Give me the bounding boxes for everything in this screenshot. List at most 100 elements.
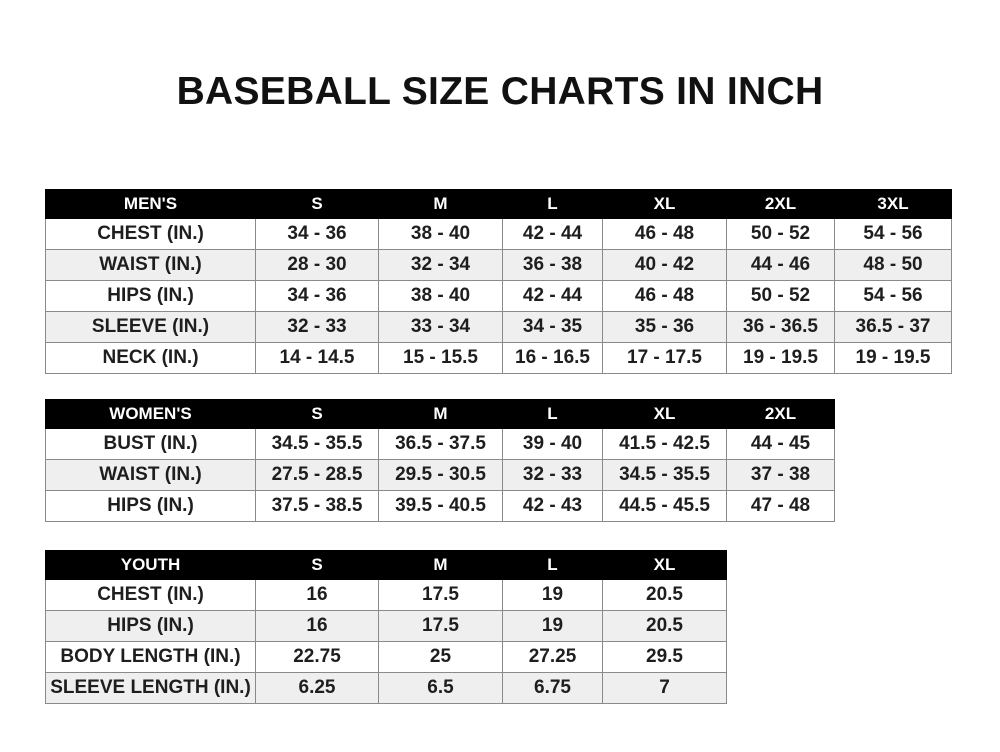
- size-value: 6.5: [378, 672, 503, 704]
- size-value: 34 - 35: [502, 311, 603, 343]
- table-row: WAIST (IN.) 28 - 30 32 - 34 36 - 38 40 - 42 4…: [45, 249, 952, 281]
- size-value: 20.5: [602, 610, 727, 642]
- size-value: 54 - 56: [834, 280, 952, 312]
- size-value: 36 - 36.5: [726, 311, 835, 343]
- size-value: 7: [602, 672, 727, 704]
- size-value: 16 - 16.5: [502, 342, 603, 374]
- size-value: 29.5 - 30.5: [378, 459, 503, 491]
- size-value: 6.25: [255, 672, 379, 704]
- size-value: 19: [502, 579, 603, 611]
- size-value: 34 - 36: [255, 218, 379, 250]
- size-value: 42 - 43: [502, 490, 603, 522]
- measurement-label: WAIST (IN.): [45, 249, 256, 281]
- size-header: L: [502, 399, 603, 429]
- size-value: 33 - 34: [378, 311, 503, 343]
- measurement-label: NECK (IN.): [45, 342, 256, 374]
- table-row: HIPS (IN.) 16 17.5 19 20.5: [45, 610, 727, 642]
- category-header: MEN'S: [45, 189, 256, 219]
- size-value: 14 - 14.5: [255, 342, 379, 374]
- header-row: MEN'S S M L XL 2XL 3XL: [45, 189, 952, 219]
- size-value: 32 - 33: [502, 459, 603, 491]
- size-value: 16: [255, 579, 379, 611]
- size-value: 17.5: [378, 579, 503, 611]
- size-value: 19: [502, 610, 603, 642]
- size-value: 15 - 15.5: [378, 342, 503, 374]
- size-value: 37.5 - 38.5: [255, 490, 379, 522]
- size-value: 50 - 52: [726, 280, 835, 312]
- table-row: HIPS (IN.) 37.5 - 38.5 39.5 - 40.5 42 - 43 4…: [45, 490, 835, 522]
- measurement-label: BUST (IN.): [45, 428, 256, 460]
- table-row: BODY LENGTH (IN.) 22.75 25 27.25 29.5: [45, 641, 727, 673]
- size-header: L: [502, 189, 603, 219]
- size-header: 3XL: [834, 189, 952, 219]
- category-header: WOMEN'S: [45, 399, 256, 429]
- size-value: 47 - 48: [726, 490, 835, 522]
- measurement-label: BODY LENGTH (IN.): [45, 641, 256, 673]
- measurement-label: WAIST (IN.): [45, 459, 256, 491]
- size-value: 44 - 45: [726, 428, 835, 460]
- size-value: 34.5 - 35.5: [255, 428, 379, 460]
- header-row: YOUTH S M L XL: [45, 550, 727, 580]
- size-header: XL: [602, 399, 727, 429]
- size-header: S: [255, 189, 379, 219]
- size-value: 39 - 40: [502, 428, 603, 460]
- table-row: SLEEVE LENGTH (IN.) 6.25 6.5 6.75 7: [45, 672, 727, 704]
- mens-size-table: MEN'S S M L XL 2XL 3XL CHEST (IN.) 34 - 36 38 - 4…: [45, 189, 952, 374]
- size-value: 38 - 40: [378, 218, 503, 250]
- size-value: 34 - 36: [255, 280, 379, 312]
- youth-size-table: YOUTH S M L XL CHEST (IN.) 16 17.5 19 20.5 HIPS (I…: [45, 550, 727, 704]
- measurement-label: SLEEVE LENGTH (IN.): [45, 672, 256, 704]
- measurement-label: HIPS (IN.): [45, 280, 256, 312]
- size-value: 50 - 52: [726, 218, 835, 250]
- header-row: WOMEN'S S M L XL 2XL: [45, 399, 835, 429]
- size-header: S: [255, 399, 379, 429]
- size-header: L: [502, 550, 603, 580]
- size-value: 36 - 38: [502, 249, 603, 281]
- table-row: HIPS (IN.) 34 - 36 38 - 40 42 - 44 46 - 48 50…: [45, 280, 952, 312]
- size-value: 34.5 - 35.5: [602, 459, 727, 491]
- size-value: 38 - 40: [378, 280, 503, 312]
- size-value: 19 - 19.5: [834, 342, 952, 374]
- size-header: XL: [602, 550, 727, 580]
- size-value: 27.25: [502, 641, 603, 673]
- size-header: M: [378, 399, 503, 429]
- size-value: 25: [378, 641, 503, 673]
- category-header: YOUTH: [45, 550, 256, 580]
- table-row: BUST (IN.) 34.5 - 35.5 36.5 - 37.5 39 - 40 4…: [45, 428, 835, 460]
- size-value: 17 - 17.5: [602, 342, 727, 374]
- size-value: 16: [255, 610, 379, 642]
- size-value: 39.5 - 40.5: [378, 490, 503, 522]
- table-row: CHEST (IN.) 16 17.5 19 20.5: [45, 579, 727, 611]
- size-value: 29.5: [602, 641, 727, 673]
- size-value: 46 - 48: [602, 280, 727, 312]
- size-value: 28 - 30: [255, 249, 379, 281]
- page-title: BASEBALL SIZE CHARTS IN INCH: [176, 70, 824, 113]
- size-value: 22.75: [255, 641, 379, 673]
- size-value: 37 - 38: [726, 459, 835, 491]
- size-value: 42 - 44: [502, 280, 603, 312]
- size-value: 17.5: [378, 610, 503, 642]
- size-header: 2XL: [726, 399, 835, 429]
- size-value: 19 - 19.5: [726, 342, 835, 374]
- size-value: 44 - 46: [726, 249, 835, 281]
- measurement-label: HIPS (IN.): [45, 490, 256, 522]
- size-value: 48 - 50: [834, 249, 952, 281]
- size-value: 32 - 33: [255, 311, 379, 343]
- size-value: 54 - 56: [834, 218, 952, 250]
- size-value: 36.5 - 37.5: [378, 428, 503, 460]
- size-value: 32 - 34: [378, 249, 503, 281]
- size-value: 20.5: [602, 579, 727, 611]
- womens-size-table: WOMEN'S S M L XL 2XL BUST (IN.) 34.5 - 35.5 36.5…: [45, 399, 835, 522]
- measurement-label: CHEST (IN.): [45, 218, 256, 250]
- table-row: WAIST (IN.) 27.5 - 28.5 29.5 - 30.5 32 - 33…: [45, 459, 835, 491]
- size-value: 40 - 42: [602, 249, 727, 281]
- size-value: 6.75: [502, 672, 603, 704]
- measurement-label: SLEEVE (IN.): [45, 311, 256, 343]
- size-header: 2XL: [726, 189, 835, 219]
- size-value: 46 - 48: [602, 218, 727, 250]
- size-value: 42 - 44: [502, 218, 603, 250]
- measurement-label: CHEST (IN.): [45, 579, 256, 611]
- table-row: SLEEVE (IN.) 32 - 33 33 - 34 34 - 35 35 - 36…: [45, 311, 952, 343]
- table-row: NECK (IN.) 14 - 14.5 15 - 15.5 16 - 16.5 17 …: [45, 342, 952, 374]
- measurement-label: HIPS (IN.): [45, 610, 256, 642]
